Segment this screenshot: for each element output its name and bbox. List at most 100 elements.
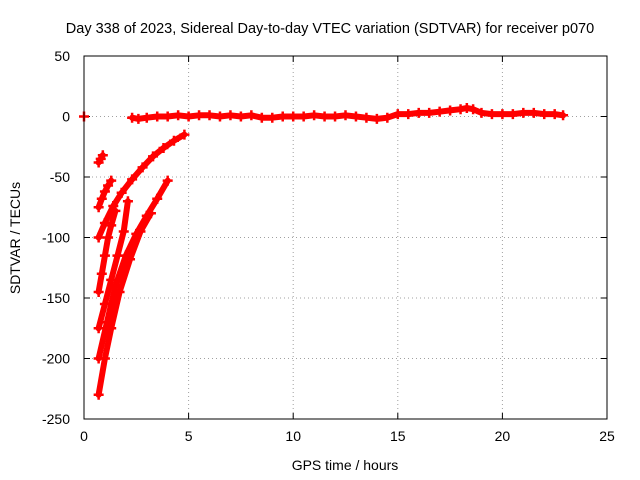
y-tick-label: -50: [50, 169, 70, 185]
data-point: [382, 112, 393, 123]
data-point: [99, 186, 110, 197]
series-band: [95, 177, 171, 362]
data-point: [125, 254, 136, 265]
data-point: [309, 110, 320, 121]
data-point: [106, 175, 117, 186]
data-point: [413, 107, 424, 118]
data-point: [539, 109, 550, 120]
data-point: [486, 109, 497, 120]
data-point: [403, 109, 414, 120]
data-point: [99, 217, 110, 228]
data-point: [298, 111, 309, 122]
plot-frame: [83, 55, 608, 420]
data-point: [350, 111, 361, 122]
series-band: [95, 131, 188, 241]
y-tick-label: -150: [42, 290, 70, 306]
data-point: [330, 111, 341, 122]
data-point: [93, 286, 104, 297]
data-point: [424, 107, 435, 118]
data-point: [99, 353, 110, 364]
y-tick-label: 0: [62, 109, 70, 125]
data-point: [173, 110, 184, 121]
data-point: [97, 150, 108, 161]
data-point: [194, 110, 205, 121]
x-axis-label: GPS time / hours: [292, 457, 399, 473]
data-point: [277, 111, 288, 122]
data-point: [148, 151, 159, 162]
data-point: [179, 129, 190, 140]
data-point: [99, 250, 110, 261]
data-point: [127, 174, 138, 185]
data-point: [137, 162, 148, 173]
x-tick-label: 25: [599, 428, 615, 444]
series-arc-4: [93, 205, 121, 297]
data-point: [152, 111, 163, 122]
data-point: [528, 107, 539, 118]
data-point: [225, 110, 236, 121]
data-point: [114, 286, 125, 297]
data-point: [141, 112, 152, 123]
data-point: [267, 112, 278, 123]
data-point: [214, 111, 225, 122]
data-point: [168, 135, 179, 146]
data-point: [133, 113, 144, 124]
data-point: [361, 112, 372, 123]
x-tick-label: 5: [185, 428, 193, 444]
series-arc-7: [93, 208, 156, 400]
data-point: [246, 110, 257, 121]
y-tick-label: 50: [54, 48, 70, 64]
data-point: [145, 208, 156, 219]
x-tick-label: 10: [285, 428, 301, 444]
data-point: [549, 109, 560, 120]
data-point: [507, 109, 518, 120]
y-axis-label: SDTVAR / TECUs: [7, 182, 23, 294]
data-point: [93, 389, 104, 400]
data-point: [162, 111, 173, 122]
data-point: [152, 193, 163, 204]
data-point: [103, 232, 114, 243]
data-point: [558, 110, 569, 121]
y-tick-label: -100: [42, 230, 70, 246]
series-arc-2: [93, 175, 117, 213]
data-point: [158, 142, 169, 153]
data-point: [118, 226, 129, 237]
data-point: [93, 323, 104, 334]
data-point: [135, 226, 146, 237]
data-point: [468, 104, 479, 115]
data-point: [445, 105, 456, 116]
data-point: [106, 220, 117, 231]
data-point: [112, 250, 123, 261]
y-tick-label: -200: [42, 351, 70, 367]
data-point: [93, 232, 104, 243]
chart-title: Day 338 of 2023, Sidereal Day-to-day VTE…: [66, 21, 594, 37]
y-tick-labels: 50 0 -50 -100 -150 -200 -250: [42, 48, 70, 427]
data-point: [96, 193, 107, 204]
data-point: [319, 111, 330, 122]
x-tick-label: 15: [390, 428, 406, 444]
data-point: [96, 268, 107, 279]
y-tick-label: -250: [42, 411, 70, 427]
data-point: [116, 187, 127, 198]
data-marks: [79, 103, 569, 400]
data-point: [110, 205, 121, 216]
data-point: [392, 109, 403, 120]
data-point: [256, 112, 267, 123]
data-point: [93, 202, 104, 213]
data-point: [183, 111, 194, 122]
data-point: [434, 106, 445, 117]
data-point: [518, 107, 529, 118]
data-point: [162, 175, 173, 186]
data-point: [371, 113, 382, 124]
data-point: [106, 323, 117, 334]
series-baseline: [127, 103, 569, 124]
x-tick-label: 0: [80, 428, 88, 444]
data-point: [476, 107, 487, 118]
data-point: [497, 109, 508, 120]
data-point: [340, 110, 351, 121]
data-point: [204, 110, 215, 121]
data-point: [288, 111, 299, 122]
series-arc-1: [93, 150, 108, 168]
data-point: [235, 111, 246, 122]
data-point: [122, 196, 133, 207]
